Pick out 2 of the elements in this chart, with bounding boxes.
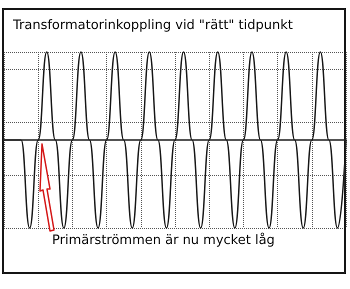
text: Primärströmmen är nu mycket låg	[52, 232, 275, 248]
chart-title: Transformatorinkoppling vid "rätt" tidpunkt	[12, 18, 293, 33]
